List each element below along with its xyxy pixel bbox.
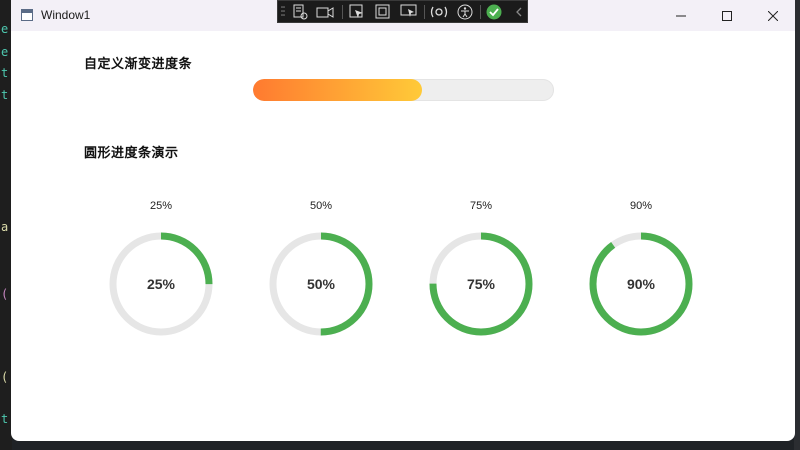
ring-progress-chart — [429, 232, 533, 336]
ring-progress-chart — [269, 232, 373, 336]
editor-glyph: t — [1, 88, 9, 102]
background-right-edge — [794, 0, 800, 450]
window-title: Window1 — [41, 8, 91, 22]
gradient-section-label: 自定义渐变进度条 — [84, 57, 193, 72]
ring-progress-chart — [589, 232, 693, 336]
editor-glyph: e — [1, 45, 9, 59]
ring-center-label: 75% — [466, 276, 496, 292]
ring-progress-card: 25% 25% — [107, 196, 215, 346]
editor-glyph: t — [1, 412, 9, 426]
select-element-icon[interactable] — [291, 4, 309, 20]
ring-progress-arc — [429, 232, 533, 336]
close-icon — [768, 10, 778, 21]
editor-glyph: ( — [1, 370, 9, 384]
toolbar-separator — [424, 5, 425, 19]
video-icon[interactable] — [316, 4, 334, 20]
ring-top-label: 90% — [629, 200, 653, 212]
collapse-chevron-icon[interactable] — [510, 4, 528, 20]
toolbar-separator — [342, 5, 343, 19]
ring-top-label: 75% — [469, 200, 493, 212]
ring-progress-card: 90% 90% — [587, 196, 695, 346]
ring-center-label: 25% — [146, 276, 176, 292]
ring-progress-card: 50% 50% — [267, 196, 375, 346]
toolbar-separator — [480, 5, 481, 19]
ring-center-label: 50% — [306, 276, 336, 292]
editor-glyph: e — [1, 22, 9, 36]
ring-progress-arc — [269, 232, 373, 336]
maximize-icon — [722, 10, 732, 21]
grip-icon[interactable] — [280, 4, 286, 20]
debug-toolbar — [277, 0, 528, 23]
hot-reload-icon[interactable] — [430, 4, 448, 20]
window-app-icon — [21, 9, 33, 21]
ring-progress-chart — [109, 232, 213, 336]
check-circle-icon[interactable] — [485, 4, 503, 20]
ring-center-label: 90% — [626, 276, 656, 292]
minimize-button[interactable] — [658, 0, 704, 31]
screen-select-icon[interactable] — [400, 4, 418, 20]
gradient-progress-fill — [253, 79, 422, 101]
gradient-progress-bar — [253, 79, 554, 101]
ring-top-label: 50% — [309, 200, 333, 212]
close-button[interactable] — [750, 0, 795, 31]
ring-section-label: 圆形进度条演示 — [84, 146, 179, 161]
background-editor-edge: e e t t a ( ( t — [0, 0, 12, 450]
ring-progress-card: 75% 75% — [427, 196, 535, 346]
maximize-button[interactable] — [704, 0, 750, 31]
pointer-icon[interactable] — [348, 4, 366, 20]
accessibility-icon[interactable] — [456, 4, 474, 20]
app-window: Window1 自定义渐变进度条 圆形进度条演示 25% 25% 50% 50%… — [11, 0, 795, 441]
editor-glyph: a — [1, 220, 9, 234]
ring-progress-arc — [109, 232, 213, 336]
frame-icon[interactable] — [374, 4, 392, 20]
minimize-icon — [676, 15, 686, 16]
editor-glyph: t — [1, 66, 9, 80]
ring-top-label: 25% — [149, 200, 173, 212]
editor-glyph: ( — [1, 287, 9, 301]
ring-progress-arc — [589, 232, 693, 336]
